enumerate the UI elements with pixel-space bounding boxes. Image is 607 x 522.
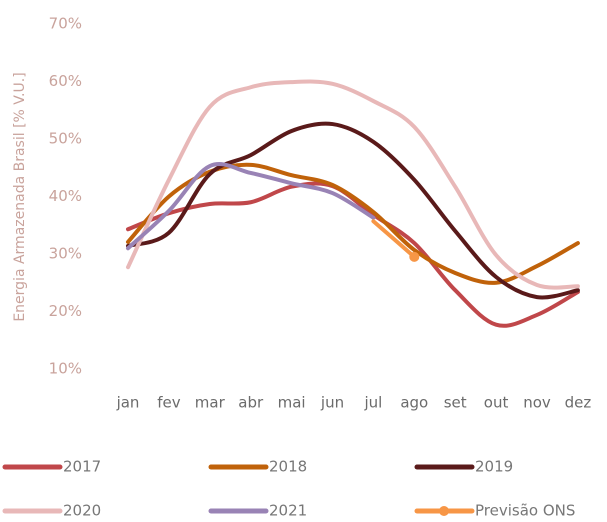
x-tick-label: out	[484, 394, 509, 412]
x-tick-label: jan	[116, 394, 140, 412]
x-tick-label: ago	[400, 394, 428, 412]
x-tick-label: dez	[565, 394, 592, 412]
x-tick-label: nov	[523, 394, 551, 412]
legend-label: 2017	[63, 458, 101, 476]
y-tick-label: 20%	[49, 302, 82, 320]
y-axis-title: Energia Armazenada Brasil [% V.U.]	[12, 72, 28, 321]
legend-label: Previsão ONS	[475, 502, 575, 520]
y-tick-label: 60%	[49, 72, 82, 90]
data-line	[126, 162, 376, 251]
legend-label: 2018	[269, 458, 307, 476]
y-tick-label: 40%	[49, 187, 82, 205]
data-line	[126, 79, 580, 290]
legend-marker	[439, 506, 449, 516]
x-tick-label: set	[444, 394, 467, 412]
legend-label: 2019	[475, 458, 513, 476]
x-tick-label: abr	[238, 394, 264, 412]
legend-label: 2020	[63, 502, 101, 520]
y-tick-label: 70%	[49, 15, 82, 33]
data-line	[126, 121, 580, 300]
x-tick-label: mai	[278, 394, 306, 412]
y-tick-label: 10%	[49, 360, 82, 378]
y-tick-label: 50%	[49, 130, 82, 148]
x-tick-label: jun	[320, 394, 344, 412]
y-tick-label: 30%	[49, 245, 82, 263]
legend-label: 2021	[269, 502, 307, 520]
data-line	[126, 162, 580, 285]
x-tick-label: jul	[363, 394, 382, 412]
data-marker	[409, 251, 420, 262]
x-tick-label: mar	[195, 394, 226, 412]
x-tick-label: fev	[157, 394, 181, 412]
